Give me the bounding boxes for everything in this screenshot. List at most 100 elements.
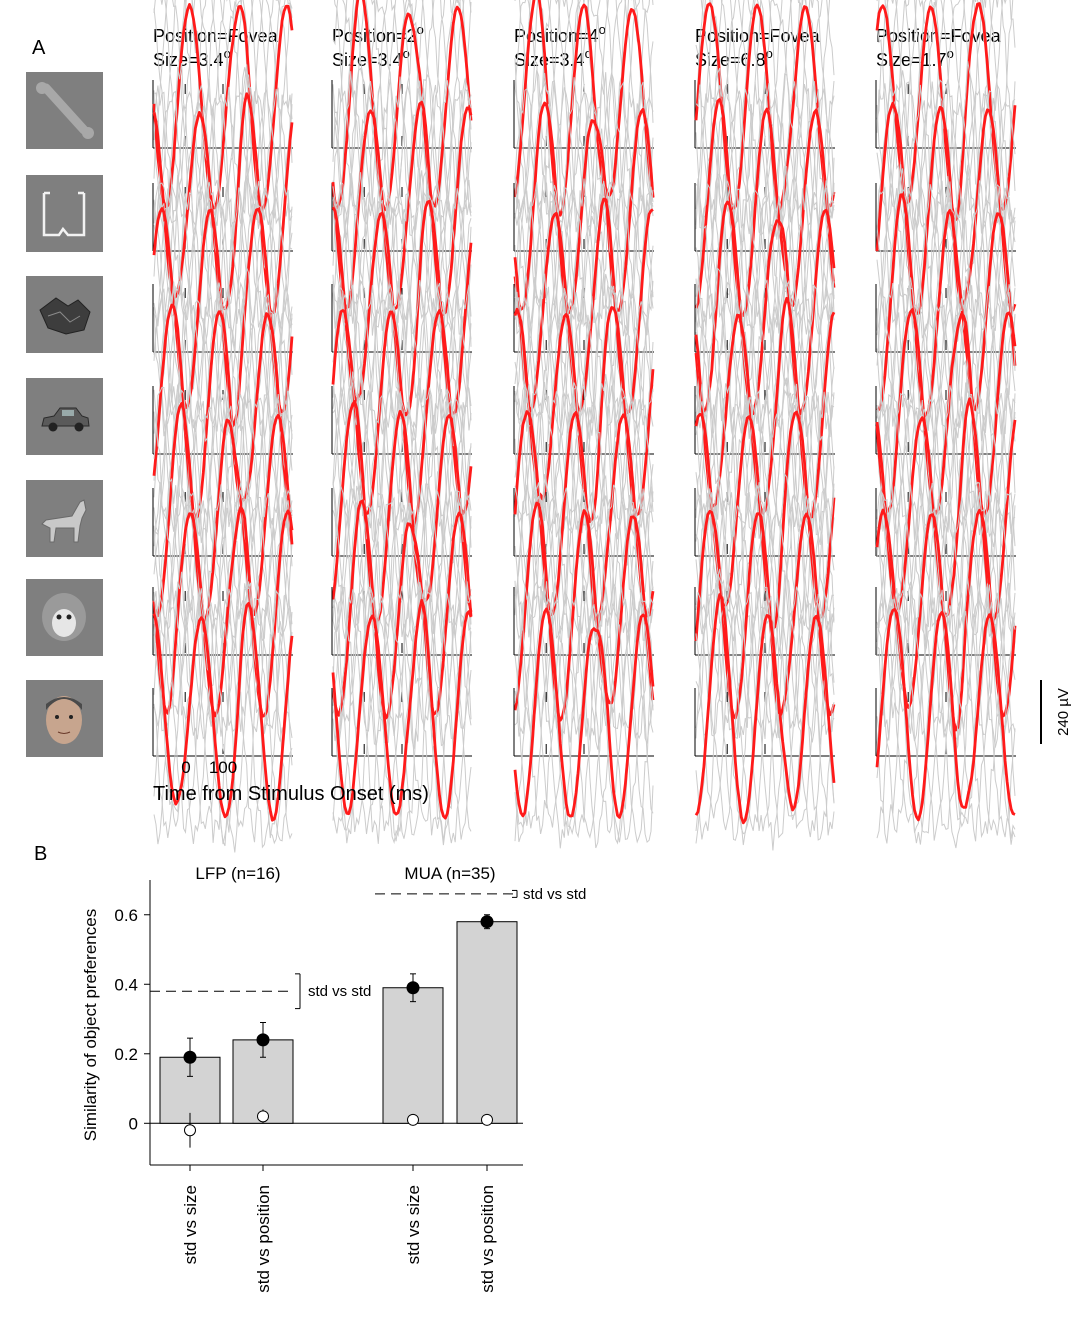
outline-shape <box>42 191 86 237</box>
trial-trace <box>695 491 835 745</box>
trial-trace <box>876 0 1016 232</box>
group-label-lfp: LFP (n=16) <box>195 864 280 883</box>
mean-trace <box>876 193 1017 417</box>
trial-trace <box>332 172 472 435</box>
mean-trace <box>513 0 655 217</box>
panel-b: B Similarity of object preferences LFP (… <box>34 843 586 1293</box>
car-icon <box>26 378 103 455</box>
trial-trace <box>876 383 1016 638</box>
monkey-icon <box>26 579 103 656</box>
trial-trace <box>153 184 293 439</box>
trial-trace <box>695 81 835 343</box>
mean-trace <box>694 2 836 212</box>
trial-trace <box>153 595 293 853</box>
trial-trace <box>332 280 472 546</box>
trial-trace <box>514 273 654 537</box>
mean-trace <box>513 607 655 819</box>
response-cell <box>513 177 654 440</box>
trial-trace <box>695 173 835 439</box>
column-header-size-unit: o <box>585 46 592 61</box>
trial-trace <box>153 581 293 845</box>
open-marker <box>481 1113 493 1126</box>
response-grid <box>152 0 1017 853</box>
group-label-mua: MUA (n=35) <box>404 864 495 883</box>
response-cell <box>694 568 836 851</box>
time-axis: 0 100 Time from Stimulus Onset (ms) <box>153 758 429 805</box>
open-marker <box>184 1124 196 1137</box>
panel-a: A Position=FoveaSize=3.4oPosition=2oSize… <box>26 0 1072 853</box>
mean-trace <box>694 593 836 825</box>
trial-trace <box>153 185 293 449</box>
mean-trace <box>694 98 836 318</box>
trial-trace <box>332 588 472 836</box>
mean-trace <box>152 602 294 822</box>
trial-trace <box>695 568 835 835</box>
trial-trace <box>514 580 654 849</box>
trial-trace <box>514 177 654 440</box>
mean-trace <box>694 509 836 720</box>
trial-trace <box>514 0 654 238</box>
car-window <box>62 410 74 416</box>
trial-trace <box>153 477 293 740</box>
column-header-size-unit: o <box>766 46 773 61</box>
filled-marker <box>406 981 420 995</box>
rock-texture <box>47 311 81 323</box>
trial-trace <box>876 577 1016 836</box>
trial-trace <box>332 173 472 441</box>
trial-trace <box>876 474 1016 747</box>
mean-trace <box>513 501 655 722</box>
bar <box>456 921 518 1124</box>
trial-trace <box>514 276 654 549</box>
category-label: std vs size <box>404 1185 423 1264</box>
dog-shape <box>41 499 87 543</box>
response-cell <box>152 267 293 545</box>
mean-trace <box>513 410 655 627</box>
response-cell <box>875 577 1016 849</box>
y-tick-label: 0.6 <box>114 906 138 925</box>
monkey-eye <box>66 614 72 620</box>
trial-trace <box>153 581 293 845</box>
dog-icon <box>26 480 103 557</box>
car-body <box>41 407 90 427</box>
car-wheel <box>48 422 58 432</box>
category-label: std vs position <box>478 1185 497 1293</box>
mean-trace <box>152 303 293 520</box>
mean-trace <box>875 607 1016 822</box>
mean-trace <box>331 400 473 624</box>
response-cell <box>513 69 655 345</box>
trial-trace <box>332 0 472 232</box>
panel-a-label: A <box>32 37 46 59</box>
scale-bar: 240 µV <box>1040 680 1072 744</box>
trial-trace <box>876 180 1016 453</box>
trial-trace <box>876 581 1016 844</box>
face-mouth <box>57 731 71 734</box>
open-marker <box>257 1110 269 1123</box>
trial-trace <box>876 486 1016 742</box>
rock-shape <box>39 297 91 335</box>
response-cell <box>152 465 294 745</box>
trial-trace <box>332 585 472 844</box>
panel-b-label: B <box>34 843 47 865</box>
trial-trace <box>695 580 835 840</box>
trial-trace <box>695 472 835 743</box>
trial-trace <box>514 373 654 644</box>
trial-trace <box>876 283 1016 546</box>
face-hair <box>46 697 82 710</box>
column-header-position-unit: o <box>599 22 606 37</box>
outline-shape-icon <box>26 175 103 252</box>
trial-trace <box>876 0 1016 241</box>
y-tick-label: 0 <box>129 1114 138 1133</box>
trial-trace <box>695 77 835 338</box>
response-cell <box>331 0 473 239</box>
time-tick-100: 100 <box>209 758 237 777</box>
trial-trace <box>153 0 293 234</box>
mean-trace <box>331 598 473 820</box>
trial-trace <box>332 71 472 340</box>
reference-label: std vs std <box>523 886 586 903</box>
trial-trace <box>514 491 654 739</box>
trial-trace <box>332 67 472 341</box>
time-tick-0: 0 <box>181 758 190 777</box>
column-header-position-unit: o <box>417 22 424 37</box>
trial-trace <box>695 267 835 542</box>
face-shape <box>46 696 82 744</box>
